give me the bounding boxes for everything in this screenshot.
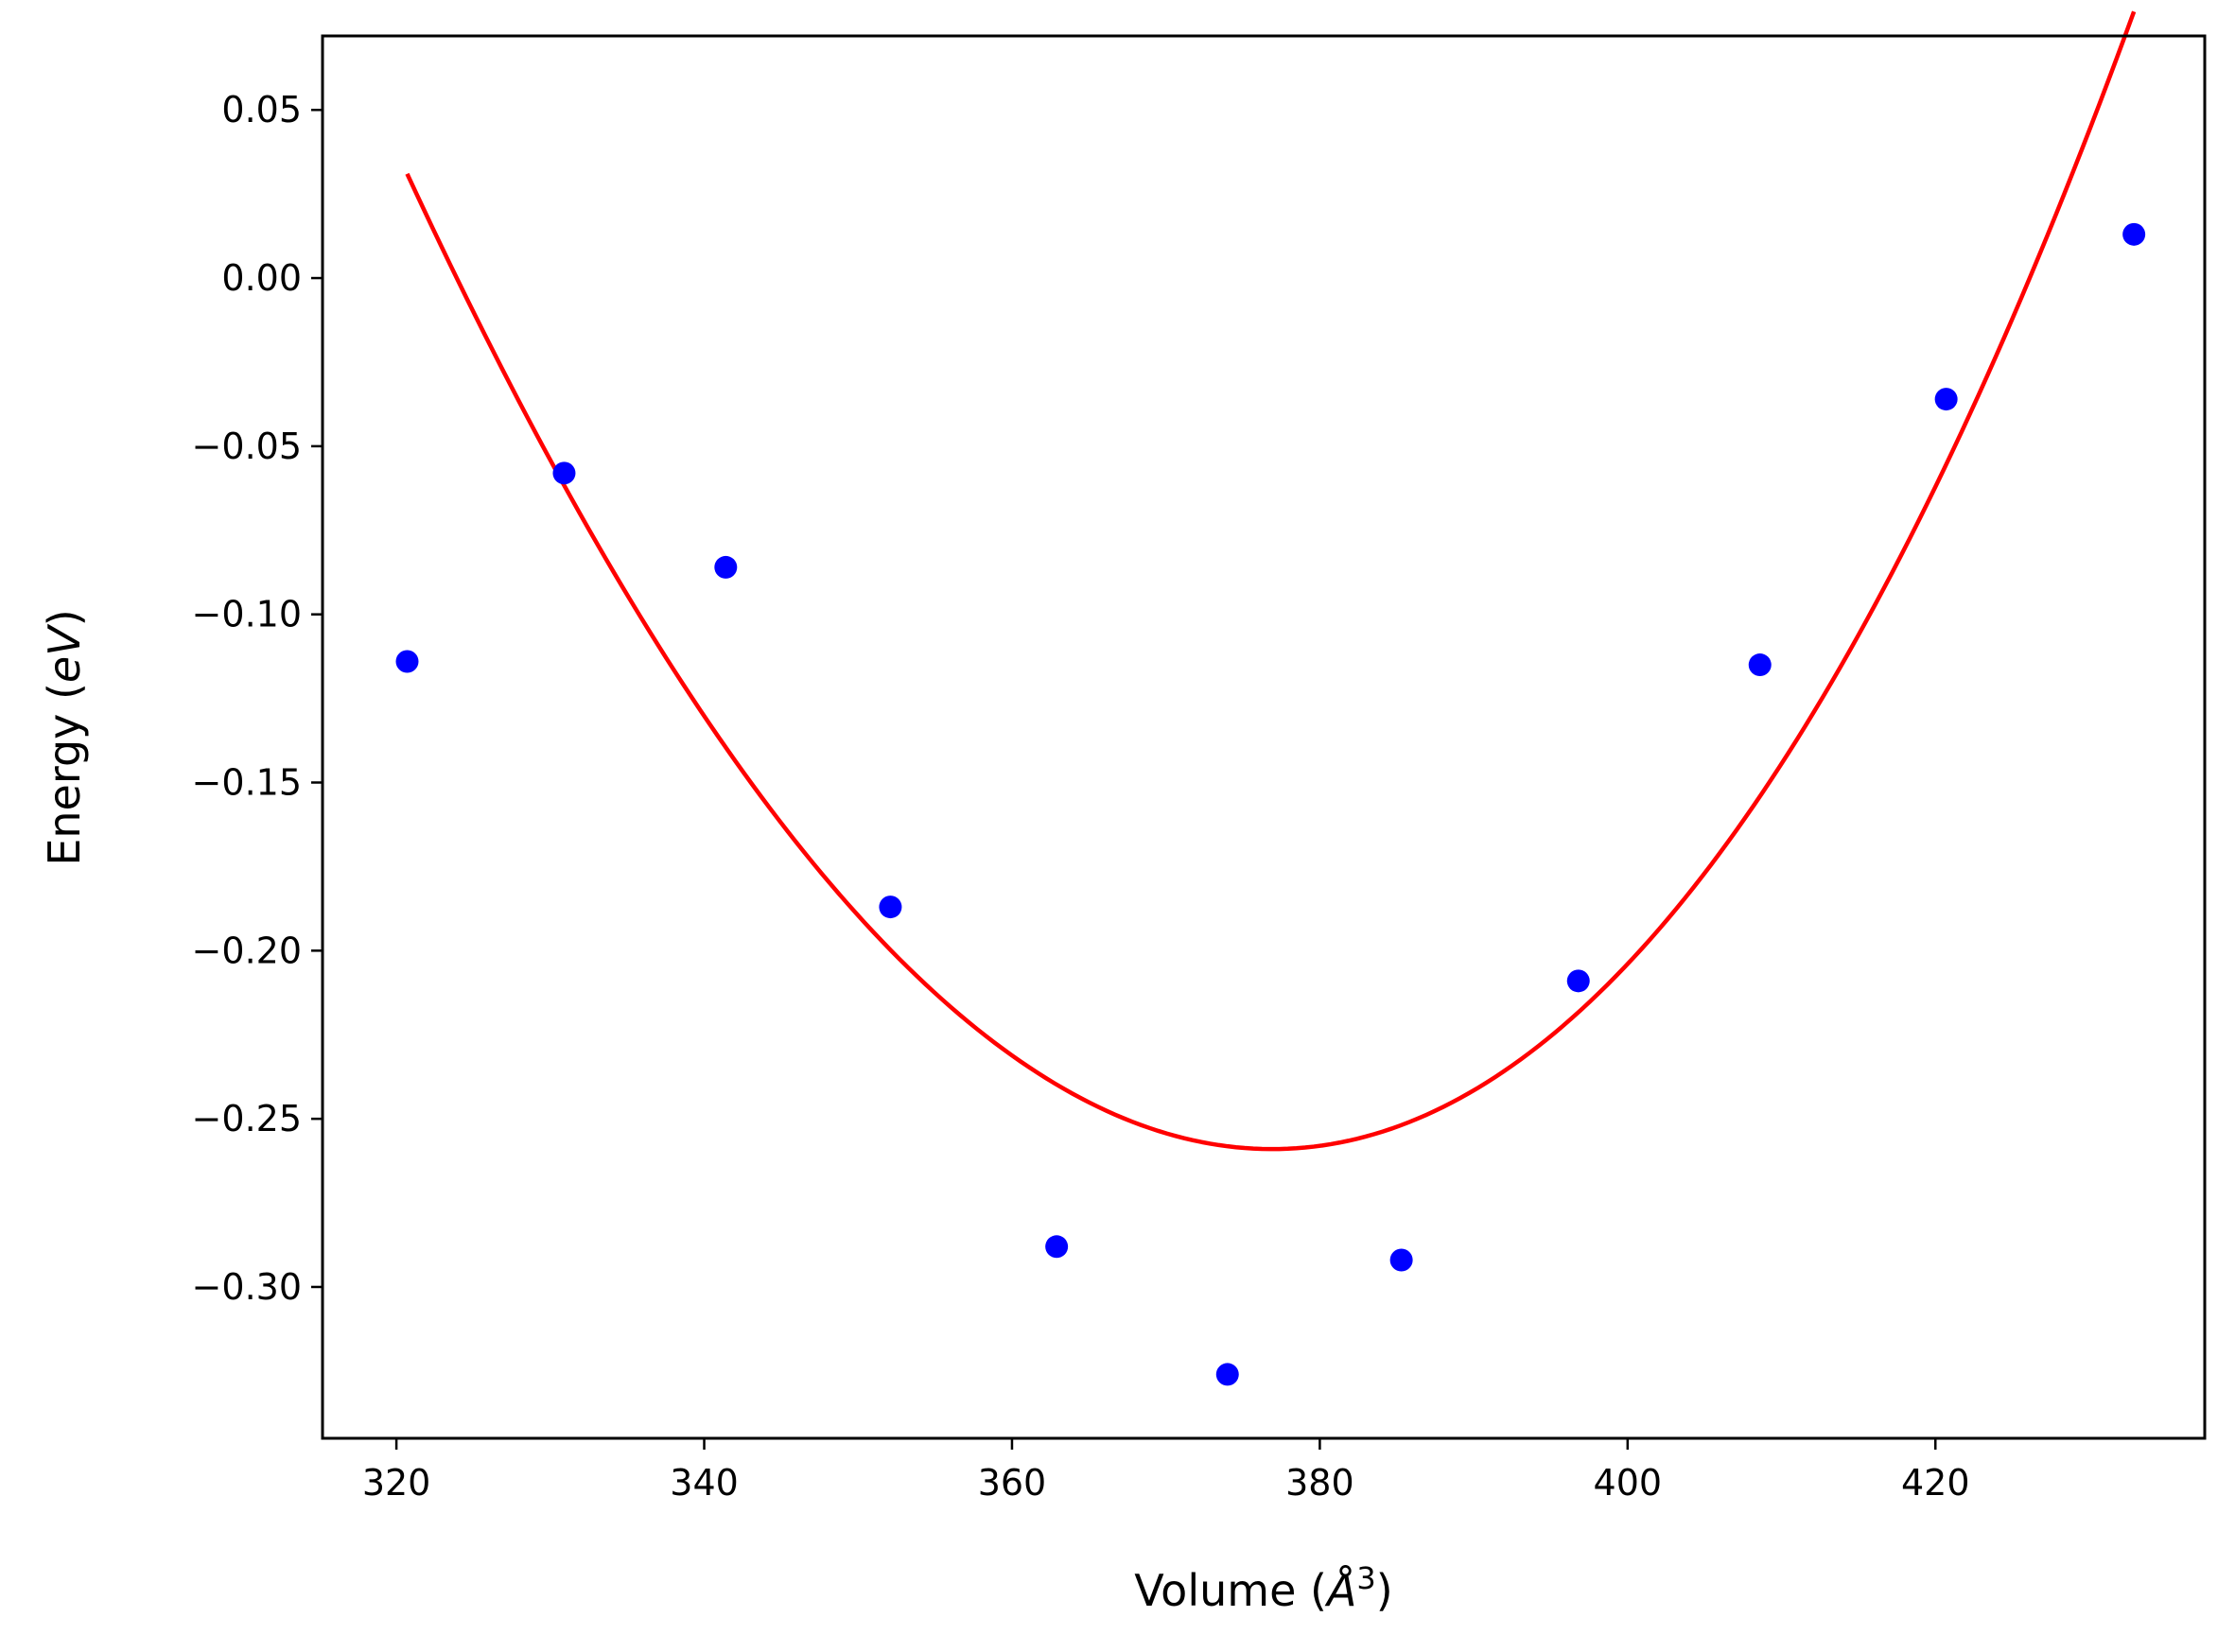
data-point	[552, 461, 576, 485]
data-point	[1215, 1363, 1239, 1386]
data-point	[395, 650, 419, 673]
data-point	[879, 896, 902, 919]
y-tick-label: −0.10	[192, 594, 302, 635]
y-tick-label: −0.15	[192, 762, 302, 804]
data-point	[714, 555, 738, 579]
x-tick-label: 420	[1901, 1462, 1970, 1504]
data-point	[1045, 1235, 1069, 1259]
data-point	[2122, 222, 2146, 246]
y-tick-label: −0.30	[192, 1266, 302, 1308]
y-tick-label: −0.05	[192, 426, 302, 467]
axis-ticks: 320 340 360 380 400 420 0.05 0.00 −0.05 −0.10 −0.1…	[192, 89, 1970, 1504]
data-point	[1389, 1248, 1413, 1272]
axes-frame	[321, 34, 2207, 1440]
plot-area	[395, 10, 2146, 1386]
y-tick-label: 0.00	[221, 257, 302, 299]
x-tick-label: 340	[670, 1462, 739, 1504]
y-tick-label: 0.05	[221, 89, 302, 130]
y-tick-label: −0.25	[192, 1098, 302, 1139]
y-tick-label: −0.20	[192, 930, 302, 971]
x-tick-label: 400	[1594, 1462, 1663, 1504]
data-point	[1566, 969, 1590, 993]
x-tick-label: 360	[978, 1462, 1047, 1504]
fit-curve	[405, 10, 2137, 1152]
x-axis-label: Volume (Å3)	[1134, 1560, 1392, 1616]
data-point	[1934, 388, 1958, 411]
x-tick-label: 380	[1285, 1462, 1354, 1504]
data-point	[1748, 653, 1772, 677]
x-tick-label: 320	[362, 1462, 431, 1504]
y-axis-label: Energy (eV)	[39, 609, 90, 865]
